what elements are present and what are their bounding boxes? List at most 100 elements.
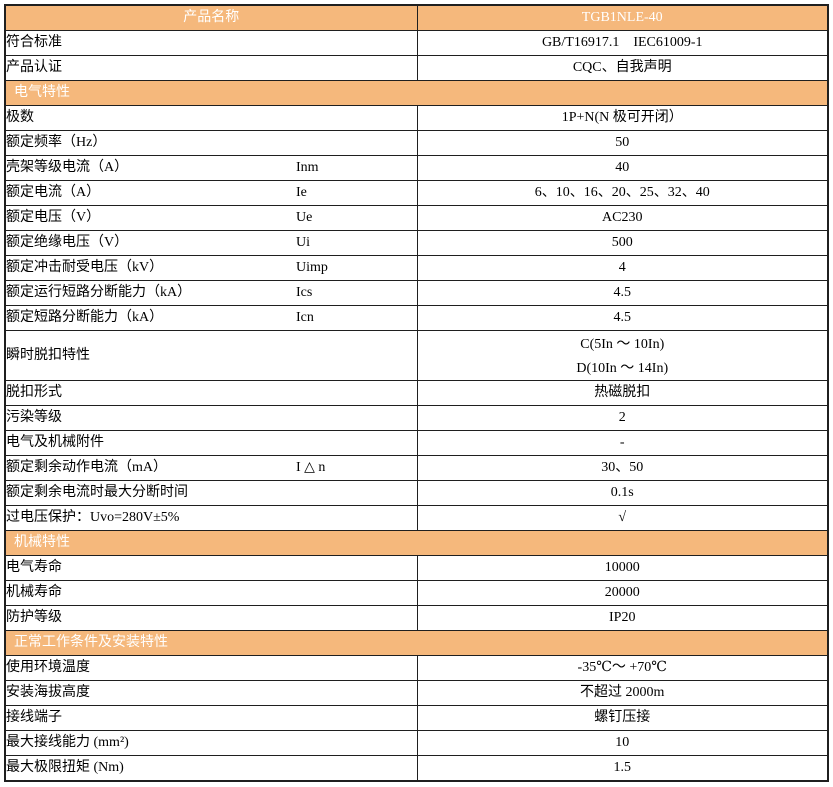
spec-label-cell: 额定电压（V） Ue <box>4 205 418 231</box>
spec-row: 额定剩余电流时最大分断时间 0.1s <box>4 480 829 506</box>
spec-row: 额定冲击耐受电压（kV） Uimp 4 <box>4 255 829 281</box>
spec-table: 产品名称 TGB1NLE-40 符合标准 GB/T16917.1 IEC61009… <box>4 4 829 782</box>
product-spec-sheet: 产品名称 TGB1NLE-40 符合标准 GB/T16917.1 IEC61009… <box>4 4 829 782</box>
section-header-label: 电气特性 <box>4 80 829 106</box>
spec-symbol: Uimp <box>296 260 328 275</box>
spec-label: 额定电流（A） <box>6 185 101 200</box>
spec-row: 过电压保护：Uvo=280V±5% √ <box>4 505 829 531</box>
spec-label: 极数 <box>6 110 34 125</box>
spec-symbol: Ie <box>296 185 307 200</box>
section-header-row: 机械特性 <box>4 530 829 556</box>
spec-label-cell: 额定电流（A） Ie <box>4 180 418 206</box>
spec-value-cell: 热磁脱扣 <box>416 380 829 406</box>
spec-symbol: Ui <box>296 235 310 250</box>
spec-row: 电气及机械附件 - <box>4 430 829 456</box>
spec-value-cell: √ <box>416 505 829 531</box>
spec-label-cell: 额定短路分断能力（kA） Icn <box>4 305 418 331</box>
section-header-row: 电气特性 <box>4 80 829 106</box>
spec-value-cell: IP20 <box>416 605 829 631</box>
spec-value-cell: 4.5 <box>416 305 829 331</box>
spec-label-cell: 额定剩余动作电流（mA） I △ n <box>4 455 418 481</box>
spec-label-cell: 最大极限扭矩 (Nm) <box>4 755 418 782</box>
spec-label: 壳架等级电流（A） <box>6 160 129 175</box>
spec-label: 过电压保护：Uvo=280V±5% <box>6 510 180 525</box>
spec-value-cell: CQC、自我声明 <box>416 55 829 81</box>
spec-value-cell: 40 <box>416 155 829 181</box>
spec-label-cell: 壳架等级电流（A） Inm <box>4 155 418 181</box>
spec-value-cell: 0.1s <box>416 480 829 506</box>
spec-value-cell: 4 <box>416 255 829 281</box>
spec-value-cell: 1P+N(N 极可开闭） <box>416 105 829 131</box>
spec-row: 污染等级 2 <box>4 405 829 431</box>
spec-label-cell: 防护等级 <box>4 605 418 631</box>
spec-value-cell: 50 <box>416 130 829 156</box>
spec-label-cell: 机械寿命 <box>4 580 418 606</box>
spec-row: 额定绝缘电压（V） Ui 500 <box>4 230 829 256</box>
spec-label: 防护等级 <box>6 610 62 625</box>
spec-label-cell: 脱扣形式 <box>4 380 418 406</box>
spec-label: 接线端子 <box>6 710 62 725</box>
spec-label-cell: 使用环境温度 <box>4 655 418 681</box>
spec-label-cell: 电气及机械附件 <box>4 430 418 456</box>
spec-label: 使用环境温度 <box>6 660 90 675</box>
spec-row: 额定短路分断能力（kA） Icn 4.5 <box>4 305 829 331</box>
spec-table-body: 符合标准 GB/T16917.1 IEC61009-1 产品认证 CQC、自我声明 电气… <box>4 30 829 782</box>
spec-label: 最大接线能力 (mm²) <box>6 735 129 750</box>
spec-symbol: I △ n <box>296 460 326 475</box>
spec-label: 符合标准 <box>6 35 62 50</box>
spec-label: 电气寿命 <box>6 560 62 575</box>
section-header-row: 正常工作条件及安装特性 <box>4 630 829 656</box>
spec-label: 安装海拔高度 <box>6 685 90 700</box>
spec-label: 瞬时脱扣特性 <box>6 347 90 363</box>
spec-label-cell: 极数 <box>4 105 418 131</box>
spec-value-cell: 30、50 <box>416 455 829 481</box>
spec-label-cell: 电气寿命 <box>4 555 418 581</box>
spec-row: 瞬时脱扣特性 C(5In ～ 10In) D(10In ～ 14In) <box>4 330 829 381</box>
spec-value-cell: AC230 <box>416 205 829 231</box>
spec-label: 额定频率（Hz） <box>6 135 107 150</box>
spec-symbol: Ics <box>296 285 313 300</box>
spec-row: 额定运行短路分断能力（kA） Ics 4.5 <box>4 280 829 306</box>
spec-row: 机械寿命 20000 <box>4 580 829 606</box>
spec-value-cell: 500 <box>416 230 829 256</box>
spec-value-line: C(5In ～ 10In) <box>580 336 665 352</box>
spec-value-cell: - <box>416 430 829 456</box>
spec-value-cell: 10 <box>416 730 829 756</box>
spec-row: 最大极限扭矩 (Nm) 1.5 <box>4 755 829 782</box>
spec-label-cell: 额定剩余电流时最大分断时间 <box>4 480 418 506</box>
spec-label: 产品认证 <box>6 60 62 75</box>
spec-label: 额定短路分断能力（kA） <box>6 310 164 325</box>
spec-row: 电气寿命 10000 <box>4 555 829 581</box>
spec-label-cell: 安装海拔高度 <box>4 680 418 706</box>
spec-row: 安装海拔高度 不超过 2000m <box>4 680 829 706</box>
spec-label: 额定绝缘电压（V） <box>6 235 129 250</box>
spec-label-cell: 过电压保护：Uvo=280V±5% <box>4 505 418 531</box>
section-header-label: 正常工作条件及安装特性 <box>4 630 829 656</box>
spec-row: 使用环境温度 -35℃～ +70℃ <box>4 655 829 681</box>
spec-row: 接线端子 螺钉压接 <box>4 705 829 731</box>
spec-label: 额定冲击耐受电压（kV） <box>6 260 164 275</box>
spec-label: 额定剩余动作电流（mA） <box>6 460 167 475</box>
spec-symbol: Ue <box>296 210 313 225</box>
spec-row: 额定电压（V） Ue AC230 <box>4 205 829 231</box>
spec-label-cell: 接线端子 <box>4 705 418 731</box>
spec-value-cell: 不超过 2000m <box>416 680 829 706</box>
spec-label: 电气及机械附件 <box>6 435 104 450</box>
spec-row: 脱扣形式 热磁脱扣 <box>4 380 829 406</box>
spec-row: 符合标准 GB/T16917.1 IEC61009-1 <box>4 30 829 56</box>
spec-label-cell: 符合标准 <box>4 30 418 56</box>
spec-row: 壳架等级电流（A） Inm 40 <box>4 155 829 181</box>
spec-label: 额定电压（V） <box>6 210 101 225</box>
spec-symbol: Icn <box>296 310 314 325</box>
spec-label-cell: 额定运行短路分断能力（kA） Ics <box>4 280 418 306</box>
spec-value-cell: C(5In ～ 10In) D(10In ～ 14In) <box>416 330 829 381</box>
spec-table-header-row: 产品名称 TGB1NLE-40 <box>4 4 829 31</box>
spec-value-cell: 20000 <box>416 580 829 606</box>
section-header-label: 机械特性 <box>4 530 829 556</box>
spec-value-cell: 螺钉压接 <box>416 705 829 731</box>
spec-row: 防护等级 IP20 <box>4 605 829 631</box>
spec-value-cell: 4.5 <box>416 280 829 306</box>
spec-label: 机械寿命 <box>6 585 62 600</box>
spec-label-cell: 产品认证 <box>4 55 418 81</box>
spec-label-cell: 瞬时脱扣特性 <box>4 330 418 381</box>
